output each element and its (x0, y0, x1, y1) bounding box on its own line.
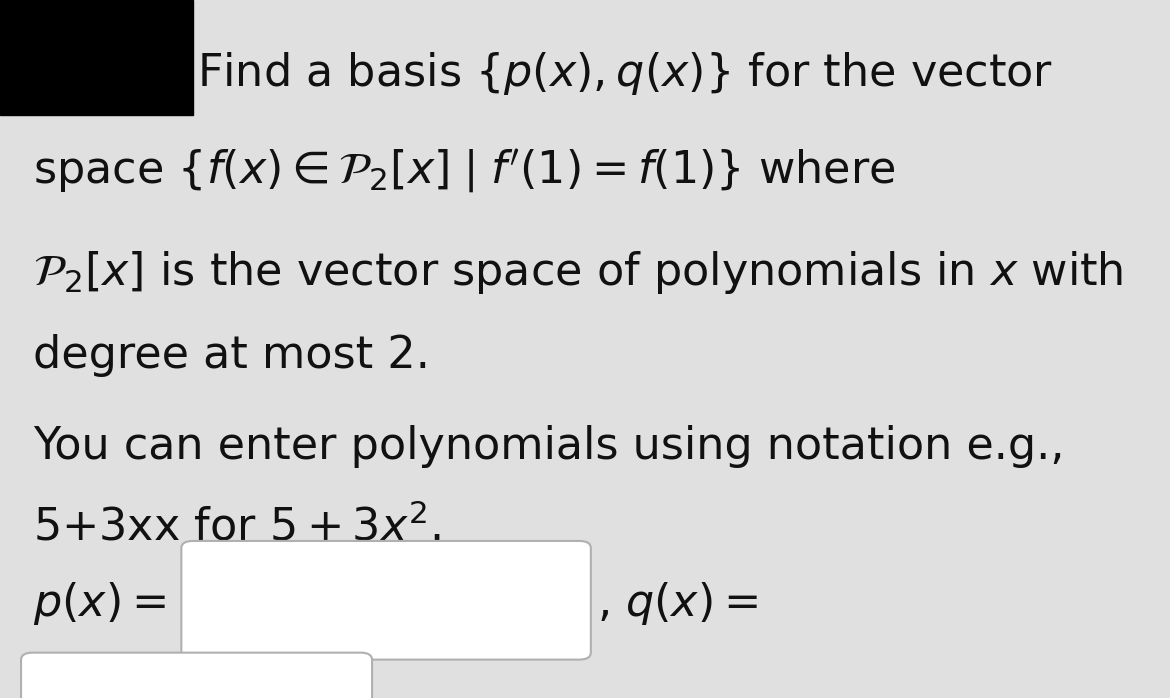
Bar (0, 0, 193, 115)
Text: space $\{f(x) \in \mathcal{P}_2[x]\mid f'(1) = f(1)\}$ where: space $\{f(x) \in \mathcal{P}_2[x]\mid f… (33, 147, 895, 195)
Text: You can enter polynomials using notation e.g.,: You can enter polynomials using notation… (33, 425, 1065, 468)
FancyBboxPatch shape (21, 653, 372, 698)
Text: Find a basis $\{p(x), q(x)\}$ for the vector: Find a basis $\{p(x), q(x)\}$ for the ve… (197, 50, 1053, 97)
Text: $p(x) =$: $p(x) =$ (33, 580, 165, 628)
FancyBboxPatch shape (181, 541, 591, 660)
Text: , $q(x) =$: , $q(x) =$ (597, 580, 758, 628)
Text: 5+3xx for $5 + 3x^2$.: 5+3xx for $5 + 3x^2$. (33, 505, 441, 549)
Text: $\mathcal{P}_2[x]$ is the vector space of polynomials in $x$ with: $\mathcal{P}_2[x]$ is the vector space o… (33, 248, 1123, 296)
Text: degree at most 2.: degree at most 2. (33, 334, 429, 378)
